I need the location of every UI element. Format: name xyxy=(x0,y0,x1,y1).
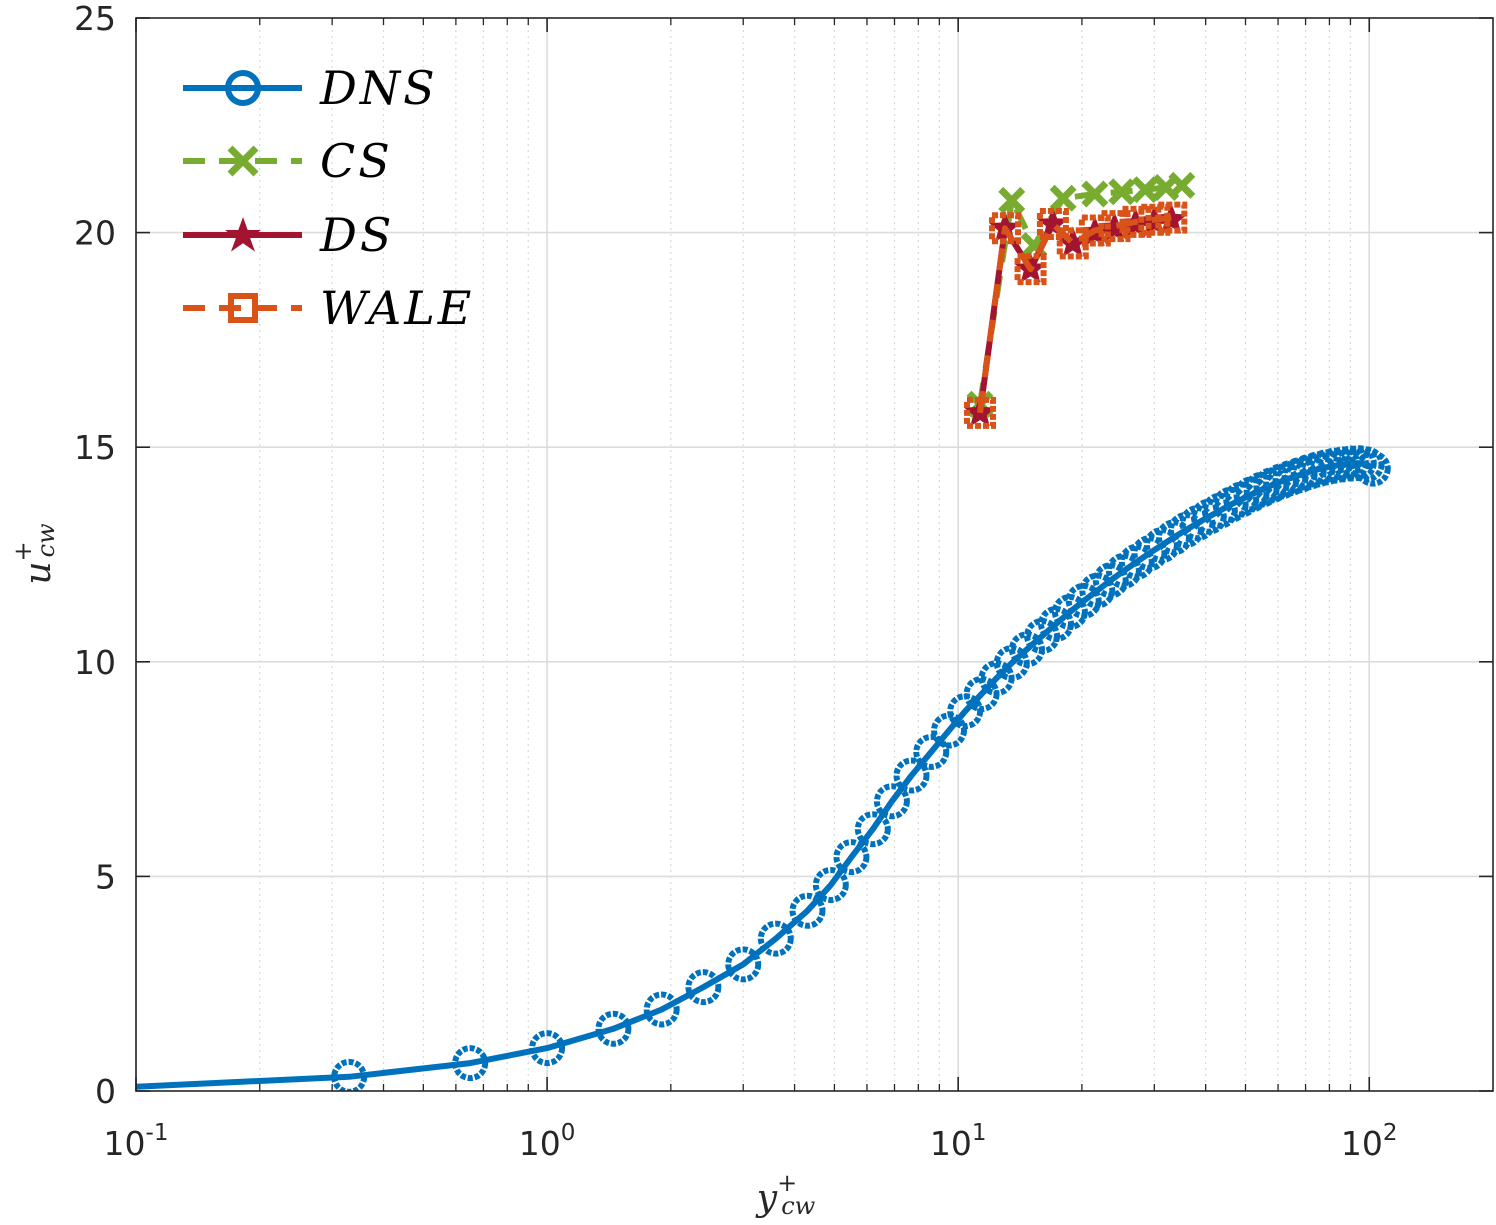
data-point-dns xyxy=(725,946,762,983)
legend-item-cs: CS xyxy=(183,134,393,188)
data-point-dns xyxy=(685,969,722,1006)
legend-label-dns: DNS xyxy=(319,61,438,115)
data-point-dns xyxy=(812,866,849,903)
data-point-dns xyxy=(452,1045,489,1082)
legend-item-ds: DS xyxy=(183,208,394,262)
series-wale xyxy=(963,201,1188,429)
data-point-wale xyxy=(1014,253,1047,286)
legend-label-cs: CS xyxy=(320,134,393,188)
data-point-wale xyxy=(1155,201,1188,234)
data-point-dns xyxy=(1354,450,1391,487)
data-point-wale xyxy=(1098,210,1131,243)
data-point-dns xyxy=(757,920,794,957)
legend-item-wale: WALE xyxy=(183,281,474,335)
legend-label-ds: DS xyxy=(319,208,394,262)
data-point-cs xyxy=(998,186,1026,214)
ticks xyxy=(135,17,1493,1092)
y-tick-label: 5 xyxy=(95,857,116,896)
legend-marker-x-icon xyxy=(227,145,259,177)
data-point-dns xyxy=(595,1010,632,1047)
data-point-wale xyxy=(1119,205,1152,238)
data-point-cs xyxy=(1108,178,1136,206)
x-axis-label: y+ cw xyxy=(755,1169,816,1220)
series-layer xyxy=(136,171,1391,1091)
y-tick-label: 15 xyxy=(74,428,116,467)
x-tick-label-base: 10 xyxy=(1341,1124,1383,1163)
data-point-wale xyxy=(1078,214,1111,247)
x-tick-label-base: 10 xyxy=(519,1124,561,1163)
data-point-cs xyxy=(1168,171,1196,199)
legend-marker-square-icon xyxy=(228,293,258,323)
legend-marker-circle-icon xyxy=(225,70,261,106)
legend-label-wale: WALE xyxy=(320,281,474,335)
data-point-dns xyxy=(1131,535,1168,572)
data-point-wale xyxy=(963,396,996,429)
data-point-dns xyxy=(1299,451,1336,488)
x-tick-label-exponent: 2 xyxy=(1383,1120,1398,1146)
data-point-cs xyxy=(1049,184,1077,212)
data-point-cs xyxy=(1131,176,1159,204)
data-point-dns xyxy=(854,811,891,848)
y-tick-label: 20 xyxy=(74,214,116,253)
series-dns xyxy=(136,445,1391,1091)
data-point-dns xyxy=(529,1030,566,1067)
legend: DNS CS DS WALE xyxy=(183,61,474,335)
x-tick-label-exponent: -1 xyxy=(146,1120,169,1146)
x-tick-label-exponent: 0 xyxy=(561,1120,576,1146)
x-tick-label: 100 xyxy=(519,1120,576,1163)
x-tick-label-base: 10 xyxy=(930,1124,972,1163)
x-tick-label: 102 xyxy=(1341,1120,1398,1163)
data-point-wale xyxy=(989,212,1022,245)
data-point-dns xyxy=(1308,449,1345,486)
x-tick-label-base: 10 xyxy=(104,1124,146,1163)
data-point-wale xyxy=(1056,227,1089,260)
x-tick-label-exponent: 1 xyxy=(972,1120,987,1146)
data-point-dns xyxy=(331,1058,368,1091)
x-tick-label: 101 xyxy=(930,1120,987,1163)
y-axis-label-sub: cw xyxy=(32,523,60,557)
x-axis-label-base: y xyxy=(755,1178,778,1219)
data-point-dns xyxy=(913,733,950,770)
y-tick-label: 25 xyxy=(74,0,116,38)
plot-frame xyxy=(135,17,1494,1092)
x-axis-label-sup: + xyxy=(777,1169,797,1197)
data-point-dns xyxy=(893,757,930,794)
y-axis-label-sup: + xyxy=(9,541,37,561)
data-point-wale xyxy=(1138,203,1171,236)
y-axis-label-base: u xyxy=(18,561,59,584)
y-tick-label: 0 xyxy=(95,1072,116,1111)
plot-background xyxy=(136,18,1493,1091)
data-point-wale xyxy=(1036,208,1069,241)
data-point-dns xyxy=(833,839,870,876)
data-point-dns xyxy=(789,892,826,929)
y-tick-label: 10 xyxy=(74,643,116,682)
x-tick-label: 10-1 xyxy=(104,1120,169,1163)
x-axis-label-sub: cw xyxy=(781,1192,815,1220)
data-point-dns xyxy=(643,991,680,1028)
legend-item-dns: DNS xyxy=(183,61,438,115)
legend-marker-star-icon xyxy=(225,217,261,252)
data-point-dns xyxy=(873,783,910,820)
y-axis-label: u+cw xyxy=(9,523,60,585)
data-point-cs xyxy=(1081,180,1109,208)
